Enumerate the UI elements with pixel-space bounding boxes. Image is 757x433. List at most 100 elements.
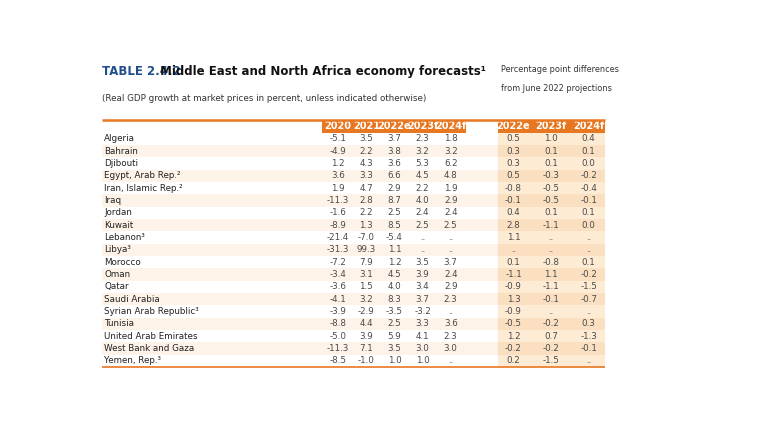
- Bar: [101, 318, 605, 330]
- Text: 3.2: 3.2: [444, 147, 458, 155]
- Bar: [101, 256, 605, 268]
- Text: Saudi Arabia: Saudi Arabia: [104, 295, 160, 304]
- Text: 3.4: 3.4: [416, 282, 429, 291]
- Text: -31.3: -31.3: [327, 246, 349, 254]
- Text: 2.3: 2.3: [444, 332, 458, 341]
- Bar: [497, 244, 605, 256]
- Bar: [101, 170, 605, 182]
- Text: 1.0: 1.0: [416, 356, 429, 365]
- Text: -4.9: -4.9: [330, 147, 347, 155]
- Text: -4.1: -4.1: [330, 295, 347, 304]
- Bar: [101, 293, 605, 305]
- Text: 3.6: 3.6: [332, 171, 345, 180]
- Text: -0.8: -0.8: [505, 184, 522, 193]
- Text: 6.2: 6.2: [444, 159, 457, 168]
- Text: 7.9: 7.9: [360, 258, 373, 267]
- Text: -8.9: -8.9: [329, 221, 347, 229]
- Text: Percentage point differences: Percentage point differences: [500, 65, 618, 74]
- Text: 4.0: 4.0: [416, 196, 429, 205]
- Text: 4.0: 4.0: [388, 282, 401, 291]
- Text: ..: ..: [448, 233, 453, 242]
- Text: -0.5: -0.5: [505, 320, 522, 328]
- Text: 3.8: 3.8: [388, 147, 401, 155]
- Text: -1.5: -1.5: [543, 356, 559, 365]
- Text: -5.1: -5.1: [329, 134, 347, 143]
- Text: 3.5: 3.5: [388, 344, 401, 353]
- Text: 2022e: 2022e: [378, 122, 411, 132]
- Bar: [497, 170, 605, 182]
- Bar: [497, 268, 605, 281]
- Bar: [101, 132, 605, 145]
- Bar: [497, 120, 605, 132]
- Text: 2.4: 2.4: [444, 270, 457, 279]
- Text: -3.9: -3.9: [329, 307, 347, 316]
- Text: ..: ..: [448, 356, 453, 365]
- Text: 2.4: 2.4: [416, 208, 429, 217]
- Text: 5.3: 5.3: [416, 159, 429, 168]
- Text: 2.5: 2.5: [444, 221, 458, 229]
- Text: -8.5: -8.5: [329, 356, 347, 365]
- Bar: [101, 244, 605, 256]
- Text: 1.9: 1.9: [444, 184, 457, 193]
- Text: -1.1: -1.1: [543, 282, 559, 291]
- Text: 6.6: 6.6: [388, 171, 401, 180]
- Text: -0.4: -0.4: [580, 184, 597, 193]
- Text: 0.1: 0.1: [544, 159, 558, 168]
- Text: 3.6: 3.6: [444, 320, 458, 328]
- Bar: [497, 132, 605, 145]
- Text: ..: ..: [448, 307, 453, 316]
- Text: 1.8: 1.8: [444, 134, 458, 143]
- Text: -0.2: -0.2: [580, 270, 597, 279]
- Text: 3.7: 3.7: [416, 295, 429, 304]
- Text: -8.8: -8.8: [329, 320, 347, 328]
- Text: 2023f: 2023f: [535, 122, 567, 132]
- Text: 0.1: 0.1: [544, 147, 558, 155]
- Text: 2.3: 2.3: [444, 295, 458, 304]
- Text: ..: ..: [420, 246, 425, 254]
- Text: -5.0: -5.0: [329, 332, 347, 341]
- Text: 0.1: 0.1: [581, 258, 596, 267]
- Text: Middle East and North Africa economy forecasts¹: Middle East and North Africa economy for…: [156, 65, 486, 78]
- Bar: [101, 231, 605, 244]
- Text: Kuwait: Kuwait: [104, 221, 133, 229]
- Text: 0.5: 0.5: [506, 171, 521, 180]
- Text: 5.9: 5.9: [388, 332, 401, 341]
- Text: from June 2022 projections: from June 2022 projections: [500, 84, 612, 93]
- Text: -0.7: -0.7: [580, 295, 597, 304]
- Text: 4.4: 4.4: [360, 320, 373, 328]
- Text: 0.4: 0.4: [506, 208, 520, 217]
- Text: 2.2: 2.2: [360, 147, 373, 155]
- Text: 3.6: 3.6: [388, 159, 401, 168]
- Text: Yemen, Rep.³: Yemen, Rep.³: [104, 356, 161, 365]
- Text: 2.3: 2.3: [416, 134, 429, 143]
- Text: -1.1: -1.1: [543, 221, 559, 229]
- Text: 0.0: 0.0: [581, 221, 596, 229]
- Text: Syrian Arab Republic³: Syrian Arab Republic³: [104, 307, 199, 316]
- Text: Tunisia: Tunisia: [104, 320, 134, 328]
- Text: 4.8: 4.8: [444, 171, 458, 180]
- Bar: [497, 145, 605, 157]
- Text: 99.3: 99.3: [357, 246, 376, 254]
- Bar: [497, 207, 605, 219]
- Text: -3.5: -3.5: [386, 307, 403, 316]
- Text: 3.3: 3.3: [416, 320, 429, 328]
- Text: 1.3: 1.3: [506, 295, 520, 304]
- Text: -0.5: -0.5: [543, 184, 559, 193]
- Bar: [497, 157, 605, 170]
- Text: -21.4: -21.4: [327, 233, 349, 242]
- Text: Oman: Oman: [104, 270, 130, 279]
- Text: 0.7: 0.7: [544, 332, 558, 341]
- Text: 8.3: 8.3: [388, 295, 401, 304]
- Text: 2.9: 2.9: [388, 184, 401, 193]
- Text: United Arab Emirates: United Arab Emirates: [104, 332, 198, 341]
- Text: 0.5: 0.5: [506, 134, 521, 143]
- Text: -3.2: -3.2: [414, 307, 431, 316]
- Bar: [101, 355, 605, 367]
- Bar: [497, 343, 605, 355]
- Text: 2.2: 2.2: [360, 208, 373, 217]
- Text: 3.2: 3.2: [416, 147, 429, 155]
- Bar: [322, 120, 466, 132]
- Text: -0.2: -0.2: [505, 344, 522, 353]
- Text: Egypt, Arab Rep.²: Egypt, Arab Rep.²: [104, 171, 180, 180]
- Text: 1.2: 1.2: [506, 332, 520, 341]
